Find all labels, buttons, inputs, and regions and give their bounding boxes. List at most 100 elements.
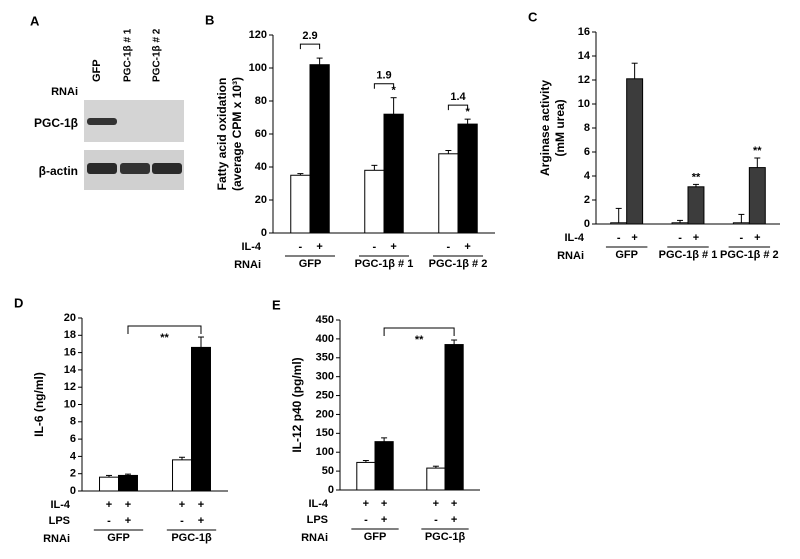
condition-mark: - bbox=[447, 241, 451, 253]
y-tick-label: 450 bbox=[316, 314, 334, 326]
bar bbox=[444, 344, 464, 491]
bar bbox=[426, 467, 446, 491]
y-tick-label: 0 bbox=[70, 485, 76, 497]
condition-label: IL-4 bbox=[241, 241, 261, 253]
rnai-label: RNAi bbox=[43, 533, 70, 545]
y-axis-label: IL-12 p40 (pg/ml) bbox=[290, 357, 304, 452]
bracket bbox=[299, 43, 321, 50]
condition-mark: + bbox=[198, 515, 204, 527]
y-axis-label: Arginase activity bbox=[538, 80, 552, 176]
condition-mark: + bbox=[433, 498, 439, 510]
condition-mark: + bbox=[390, 241, 396, 253]
y-tick-label: 250 bbox=[316, 389, 334, 401]
y-tick-label: 300 bbox=[316, 371, 334, 383]
y-tick-label: 18 bbox=[64, 329, 76, 341]
y-tick-label: 8 bbox=[70, 416, 76, 428]
bar bbox=[438, 153, 459, 234]
y-axis-label: (mM urea) bbox=[553, 99, 567, 156]
y-tick-label: 2 bbox=[584, 194, 590, 206]
condition-mark: + bbox=[316, 241, 322, 253]
condition-label: IL-4 bbox=[50, 499, 70, 511]
condition-mark: + bbox=[693, 232, 699, 244]
panel-letter: D bbox=[14, 295, 23, 310]
significance: ** bbox=[753, 145, 762, 157]
y-tick-label: 12 bbox=[578, 74, 590, 86]
condition-mark: - bbox=[299, 241, 303, 253]
y-tick-label: 100 bbox=[316, 446, 334, 458]
panel-letter: C bbox=[528, 9, 538, 24]
y-tick-label: 8 bbox=[584, 122, 590, 134]
fold-change: 2.9 bbox=[302, 30, 317, 42]
x-tick-label: PGC-1β # 2 bbox=[428, 258, 488, 270]
condition-mark: - bbox=[364, 514, 368, 526]
condition-mark: + bbox=[179, 499, 185, 511]
lane-label: PGC-1β # 2 bbox=[152, 28, 163, 82]
significance: ** bbox=[160, 332, 169, 344]
condition-mark: - bbox=[678, 232, 682, 244]
x-tick-label: PGC-1β # 1 bbox=[354, 258, 414, 270]
rnai-label: RNAi bbox=[234, 259, 261, 271]
y-tick-label: 12 bbox=[64, 381, 76, 393]
y-tick-label: 150 bbox=[316, 427, 334, 439]
y-tick-label: 80 bbox=[255, 95, 267, 107]
y-tick-label: 2 bbox=[70, 468, 76, 480]
x-tick-label: PGC-1β bbox=[171, 532, 212, 544]
x-tick-label: PGC-1β # 1 bbox=[658, 249, 718, 261]
condition-mark: - bbox=[617, 232, 621, 244]
bar bbox=[290, 174, 311, 234]
bracket bbox=[373, 83, 395, 89]
bar bbox=[374, 441, 394, 491]
condition-mark: - bbox=[434, 514, 438, 526]
condition-label: LPS bbox=[307, 514, 328, 526]
condition-mark: + bbox=[381, 514, 387, 526]
y-axis-label: Fatty acid oxidation bbox=[215, 78, 229, 191]
bar bbox=[383, 113, 404, 234]
x-tick-label: GFP bbox=[363, 531, 387, 543]
rnai-label: RNAi bbox=[51, 86, 78, 98]
y-tick-label: 6 bbox=[70, 433, 76, 445]
bracket bbox=[383, 327, 455, 336]
y-tick-label: 10 bbox=[64, 398, 76, 410]
y-tick-label: 100 bbox=[249, 62, 267, 74]
bar bbox=[309, 64, 330, 234]
y-tick-label: 16 bbox=[578, 26, 590, 38]
y-axis-label: IL-6 (ng/ml) bbox=[32, 372, 46, 437]
condition-mark: - bbox=[373, 241, 377, 253]
bracket bbox=[127, 325, 202, 334]
significance: ** bbox=[692, 171, 701, 183]
bracket bbox=[447, 104, 469, 111]
x-tick-label: PGC-1β bbox=[424, 531, 466, 543]
condition-mark: + bbox=[363, 498, 369, 510]
blot-row-label: β-actin bbox=[39, 164, 78, 178]
y-tick-label: 200 bbox=[316, 408, 334, 420]
blot-band bbox=[152, 163, 182, 174]
fold-change: 1.4 bbox=[450, 91, 466, 103]
condition-label: IL-4 bbox=[564, 232, 584, 244]
rnai-label: RNAi bbox=[301, 532, 328, 544]
condition-mark: + bbox=[464, 241, 470, 253]
blot-panel: A RNAi GFP PGC-1β # 1 PGC-1β # 2 PGC-1β … bbox=[30, 13, 184, 190]
x-tick-label: PGC-1β # 2 bbox=[719, 249, 779, 261]
y-tick-label: 20 bbox=[255, 194, 267, 206]
condition-label: IL-4 bbox=[308, 498, 328, 510]
y-tick-label: 4 bbox=[70, 450, 77, 462]
y-tick-label: 4 bbox=[584, 170, 591, 182]
condition-mark: - bbox=[180, 515, 184, 527]
condition-mark: + bbox=[754, 232, 760, 244]
blot-band bbox=[120, 163, 150, 174]
condition-mark: + bbox=[125, 499, 131, 511]
significance: ** bbox=[415, 334, 424, 346]
bar bbox=[671, 222, 689, 225]
significance: * bbox=[391, 85, 396, 97]
blot-band bbox=[87, 163, 117, 174]
x-tick-label: GFP bbox=[615, 249, 638, 261]
condition-mark: + bbox=[451, 498, 457, 510]
panel-letter: B bbox=[205, 12, 214, 27]
y-tick-label: 0 bbox=[584, 218, 590, 230]
y-tick-label: 20 bbox=[64, 312, 76, 324]
y-tick-label: 50 bbox=[322, 465, 334, 477]
rnai-label: RNAi bbox=[557, 250, 584, 262]
condition-mark: + bbox=[198, 499, 204, 511]
